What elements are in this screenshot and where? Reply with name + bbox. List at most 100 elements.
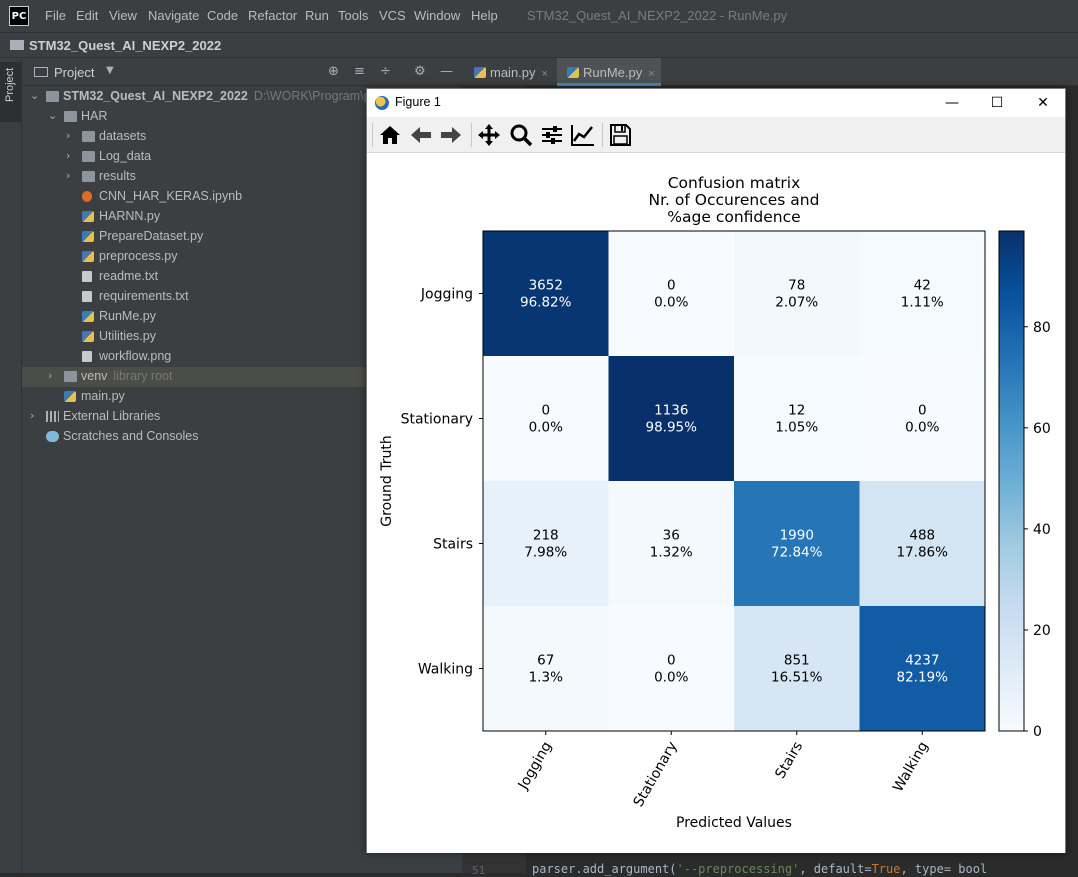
- y-tick-label: Stairs: [433, 537, 473, 553]
- tool-window-strip: Project: [0, 58, 22, 873]
- tree-item-label: requirements.txt: [99, 289, 189, 303]
- folder-icon: [64, 371, 77, 382]
- tree-item[interactable]: RunMe.py: [22, 307, 462, 327]
- menu-code[interactable]: Code: [207, 8, 239, 23]
- customize-icon[interactable]: [569, 122, 597, 148]
- subplots-icon[interactable]: [538, 122, 566, 148]
- folder-icon: [82, 151, 95, 162]
- tree-item[interactable]: ⌄ HAR: [22, 107, 462, 127]
- maximize-button[interactable]: ☐: [990, 95, 1004, 111]
- project-tool-tab[interactable]: Project: [0, 62, 22, 122]
- heatmap-cell: [608, 481, 735, 607]
- chevron-right-icon[interactable]: ›: [66, 129, 71, 142]
- menu-run[interactable]: Run: [305, 8, 329, 23]
- tree-item[interactable]: main.py: [22, 387, 462, 407]
- plot-canvas[interactable]: Confusion matrix Nr. of Occurences and %ag…: [367, 153, 1065, 853]
- menu-vcs[interactable]: VCS: [379, 8, 406, 23]
- tree-item[interactable]: CNN_HAR_KERAS.ipynb: [22, 187, 462, 207]
- tree-item[interactable]: PrepareDataset.py: [22, 227, 462, 247]
- chevron-down-icon[interactable]: ⌄: [30, 89, 40, 102]
- colorbar: [998, 230, 1025, 732]
- tree-item[interactable]: requirements.txt: [22, 287, 462, 307]
- tree-item-hint: library root: [113, 369, 173, 383]
- tree-item[interactable]: › venv library root: [22, 367, 462, 387]
- chevron-down-icon[interactable]: ⌄: [48, 109, 58, 122]
- breadcrumb-project[interactable]: STM32_Quest_AI_NEXP2_2022: [29, 38, 222, 53]
- menu-navigate[interactable]: Navigate: [148, 8, 200, 23]
- tree-item[interactable]: ⌄ STM32_Quest_AI_NEXP2_2022 D:\WORK\Progra…: [22, 87, 462, 107]
- menu-file[interactable]: File: [45, 8, 66, 23]
- y-tick-label: Walking: [418, 662, 473, 678]
- tree-item[interactable]: › results: [22, 167, 462, 187]
- minimize-button[interactable]: —: [945, 95, 959, 111]
- menu-view[interactable]: View: [109, 8, 137, 23]
- menu-refactor[interactable]: Refactor: [248, 8, 298, 23]
- expand-all-icon[interactable]: ≡: [354, 64, 365, 79]
- locate-icon[interactable]: ⊕: [328, 64, 339, 79]
- colorbar-tick-label: 0: [1033, 724, 1042, 740]
- tree-item[interactable]: readme.txt: [22, 267, 462, 287]
- project-panel-title[interactable]: Project: [54, 65, 95, 80]
- line-number: 51: [472, 864, 486, 877]
- cell-percent-label: 2.07%: [775, 295, 818, 311]
- figure-window: Figure 1 — ☐ ✕: [366, 88, 1066, 853]
- menu-edit[interactable]: Edit: [76, 8, 99, 23]
- cell-percent-label: 1.11%: [901, 295, 944, 311]
- tree-item[interactable]: preprocess.py: [22, 247, 462, 267]
- menu-window[interactable]: Window: [414, 8, 461, 23]
- chevron-right-icon[interactable]: ›: [66, 149, 71, 162]
- hide-icon[interactable]: —: [440, 64, 453, 79]
- menu-help[interactable]: Help: [471, 8, 498, 23]
- cell-count-label: 0: [541, 403, 550, 419]
- save-icon[interactable]: [606, 122, 634, 148]
- chevron-right-icon[interactable]: ›: [48, 369, 53, 382]
- chart-title: Confusion matrix: [668, 174, 801, 192]
- cell-count-label: 851: [784, 653, 810, 669]
- cell-count-label: 78: [788, 278, 805, 294]
- folder-icon: [46, 91, 59, 102]
- heatmap-cell: [859, 481, 986, 607]
- close-icon[interactable]: ×: [541, 68, 548, 80]
- figure-titlebar[interactable]: Figure 1 — ☐ ✕: [367, 89, 1065, 117]
- figure-title: Figure 1: [395, 95, 441, 109]
- x-tick-label: Stairs: [772, 739, 806, 782]
- pan-icon[interactable]: [475, 122, 503, 148]
- tab-label: RunMe.py: [583, 65, 643, 80]
- tree-item-label: Log_data: [99, 149, 152, 163]
- gear-icon[interactable]: ⚙: [414, 64, 426, 79]
- heatmap-cell: [859, 606, 986, 732]
- chevron-right-icon[interactable]: ›: [66, 169, 71, 182]
- tree-item[interactable]: › External Libraries: [22, 407, 462, 427]
- tree-item[interactable]: › Log_data: [22, 147, 462, 167]
- forward-icon[interactable]: [437, 122, 465, 148]
- editor-tab-bar: main.py × RunMe.py ×: [462, 58, 1078, 86]
- menu-tools[interactable]: Tools: [338, 8, 369, 23]
- tab-main-py[interactable]: main.py ×: [464, 58, 554, 86]
- tree-item[interactable]: workflow.png: [22, 347, 462, 367]
- home-icon[interactable]: [376, 122, 404, 148]
- library-icon: [46, 411, 59, 422]
- tab-label: main.py: [490, 65, 536, 80]
- tree-item-label: venv library root: [81, 369, 173, 383]
- close-button[interactable]: ✕: [1037, 95, 1049, 111]
- heatmap-cell: [859, 231, 986, 357]
- project-tool-tab-label: Project: [4, 67, 16, 102]
- back-icon[interactable]: [407, 122, 435, 148]
- collapse-all-icon[interactable]: ÷: [380, 64, 391, 79]
- chart-title: Nr. of Occurences and: [649, 191, 820, 209]
- chevron-right-icon[interactable]: ›: [30, 409, 35, 422]
- cell-count-label: 488: [909, 528, 935, 544]
- close-icon[interactable]: ×: [648, 68, 655, 80]
- tree-item-label: Scratches and Consoles: [63, 429, 199, 443]
- tree-item[interactable]: Utilities.py: [22, 327, 462, 347]
- tree-item[interactable]: › datasets: [22, 127, 462, 147]
- plot-frame: [482, 230, 986, 732]
- code-line[interactable]: parser.add_argument('--preprocessing', d…: [532, 862, 987, 876]
- zoom-icon[interactable]: [507, 122, 535, 148]
- cell-percent-label: 0.0%: [654, 295, 688, 311]
- cell-percent-label: 82.19%: [897, 670, 949, 686]
- tree-item[interactable]: HARNN.py: [22, 207, 462, 227]
- tab-runme-py[interactable]: RunMe.py ×: [557, 58, 661, 86]
- tree-item[interactable]: Scratches and Consoles: [22, 427, 462, 447]
- chevron-down-icon[interactable]: ▼: [106, 65, 114, 76]
